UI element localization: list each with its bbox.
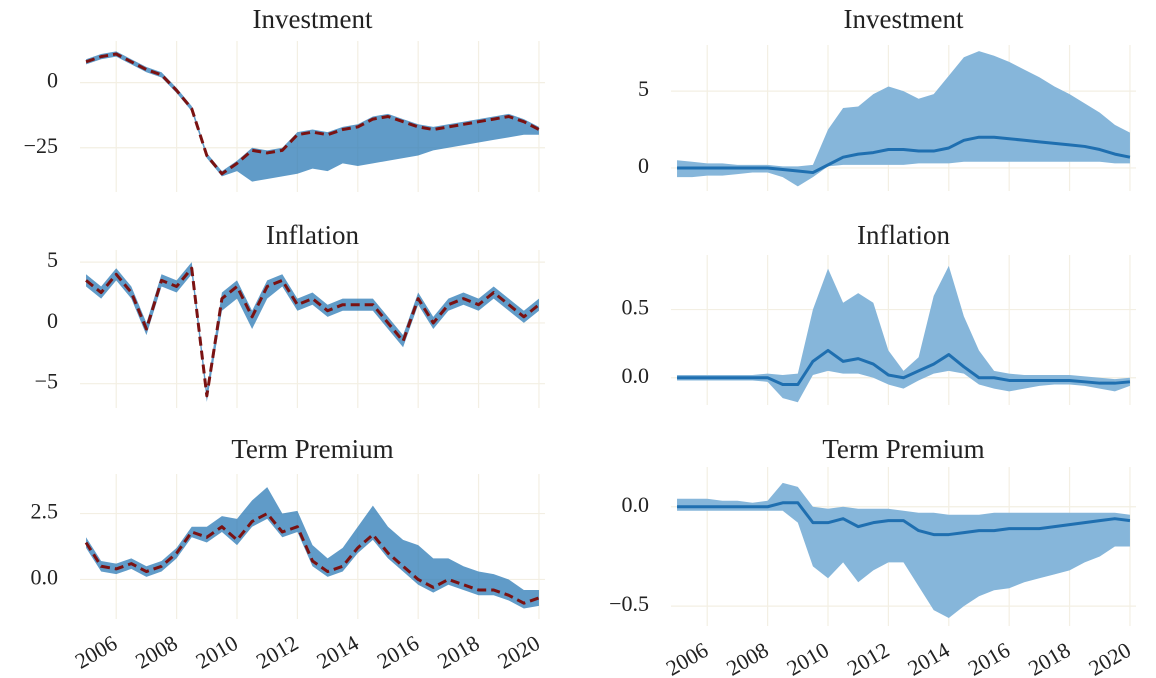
y-tick-label: 2.5 [31,499,59,524]
line [85,52,540,176]
x-tick-label: 2012 [843,637,894,678]
y-tick-label: −0.5 [609,591,649,616]
chart-title: Investment [253,4,373,34]
band [677,265,1130,403]
x-tick-label: 2020 [1084,637,1135,678]
x-tick-label: 2014 [903,637,954,678]
line [677,501,1131,537]
y-tick-label: 0.0 [622,363,650,388]
band [677,51,1130,187]
x-tick-label: 2018 [433,630,484,674]
chart-title: Term Premium [231,434,393,464]
y-tick-label: −5 [35,369,58,394]
y-tick-label: 0 [47,68,58,93]
y-tick-label: 0 [47,308,58,333]
x-tick-label: 2006 [662,637,713,678]
x-tick-label: 2008 [131,630,182,674]
y-tick-label: 5 [638,76,649,101]
chart-title: Investment [844,4,964,34]
chart-title: Inflation [857,220,950,250]
x-tick-label: 2018 [1024,637,1075,678]
y-tick-label: 0.5 [622,295,650,320]
x-tick-label: 2010 [782,637,833,678]
band [677,482,1130,619]
band [86,487,539,609]
x-tick-label: 2012 [252,630,303,674]
y-tick-label: 0.0 [622,492,650,517]
chart-title: Term Premium [822,434,984,464]
y-tick-label: −25 [24,133,58,158]
line [84,512,540,605]
band [86,51,539,182]
y-tick-label: 0.0 [31,565,59,590]
chart-title: Inflation [266,220,359,250]
x-tick-label: 2016 [964,637,1015,678]
y-tick-label: 0 [638,153,649,178]
x-tick-label: 2020 [493,630,544,674]
x-tick-label: 2006 [71,630,122,674]
x-tick-label: 2014 [312,630,363,674]
line [85,266,540,398]
y-tick-label: 5 [47,247,58,272]
x-tick-label: 2010 [191,630,242,674]
band [86,262,539,402]
line [677,348,1131,387]
line [677,135,1131,175]
x-tick-label: 2016 [373,630,424,674]
x-tick-label: 2008 [722,637,773,678]
